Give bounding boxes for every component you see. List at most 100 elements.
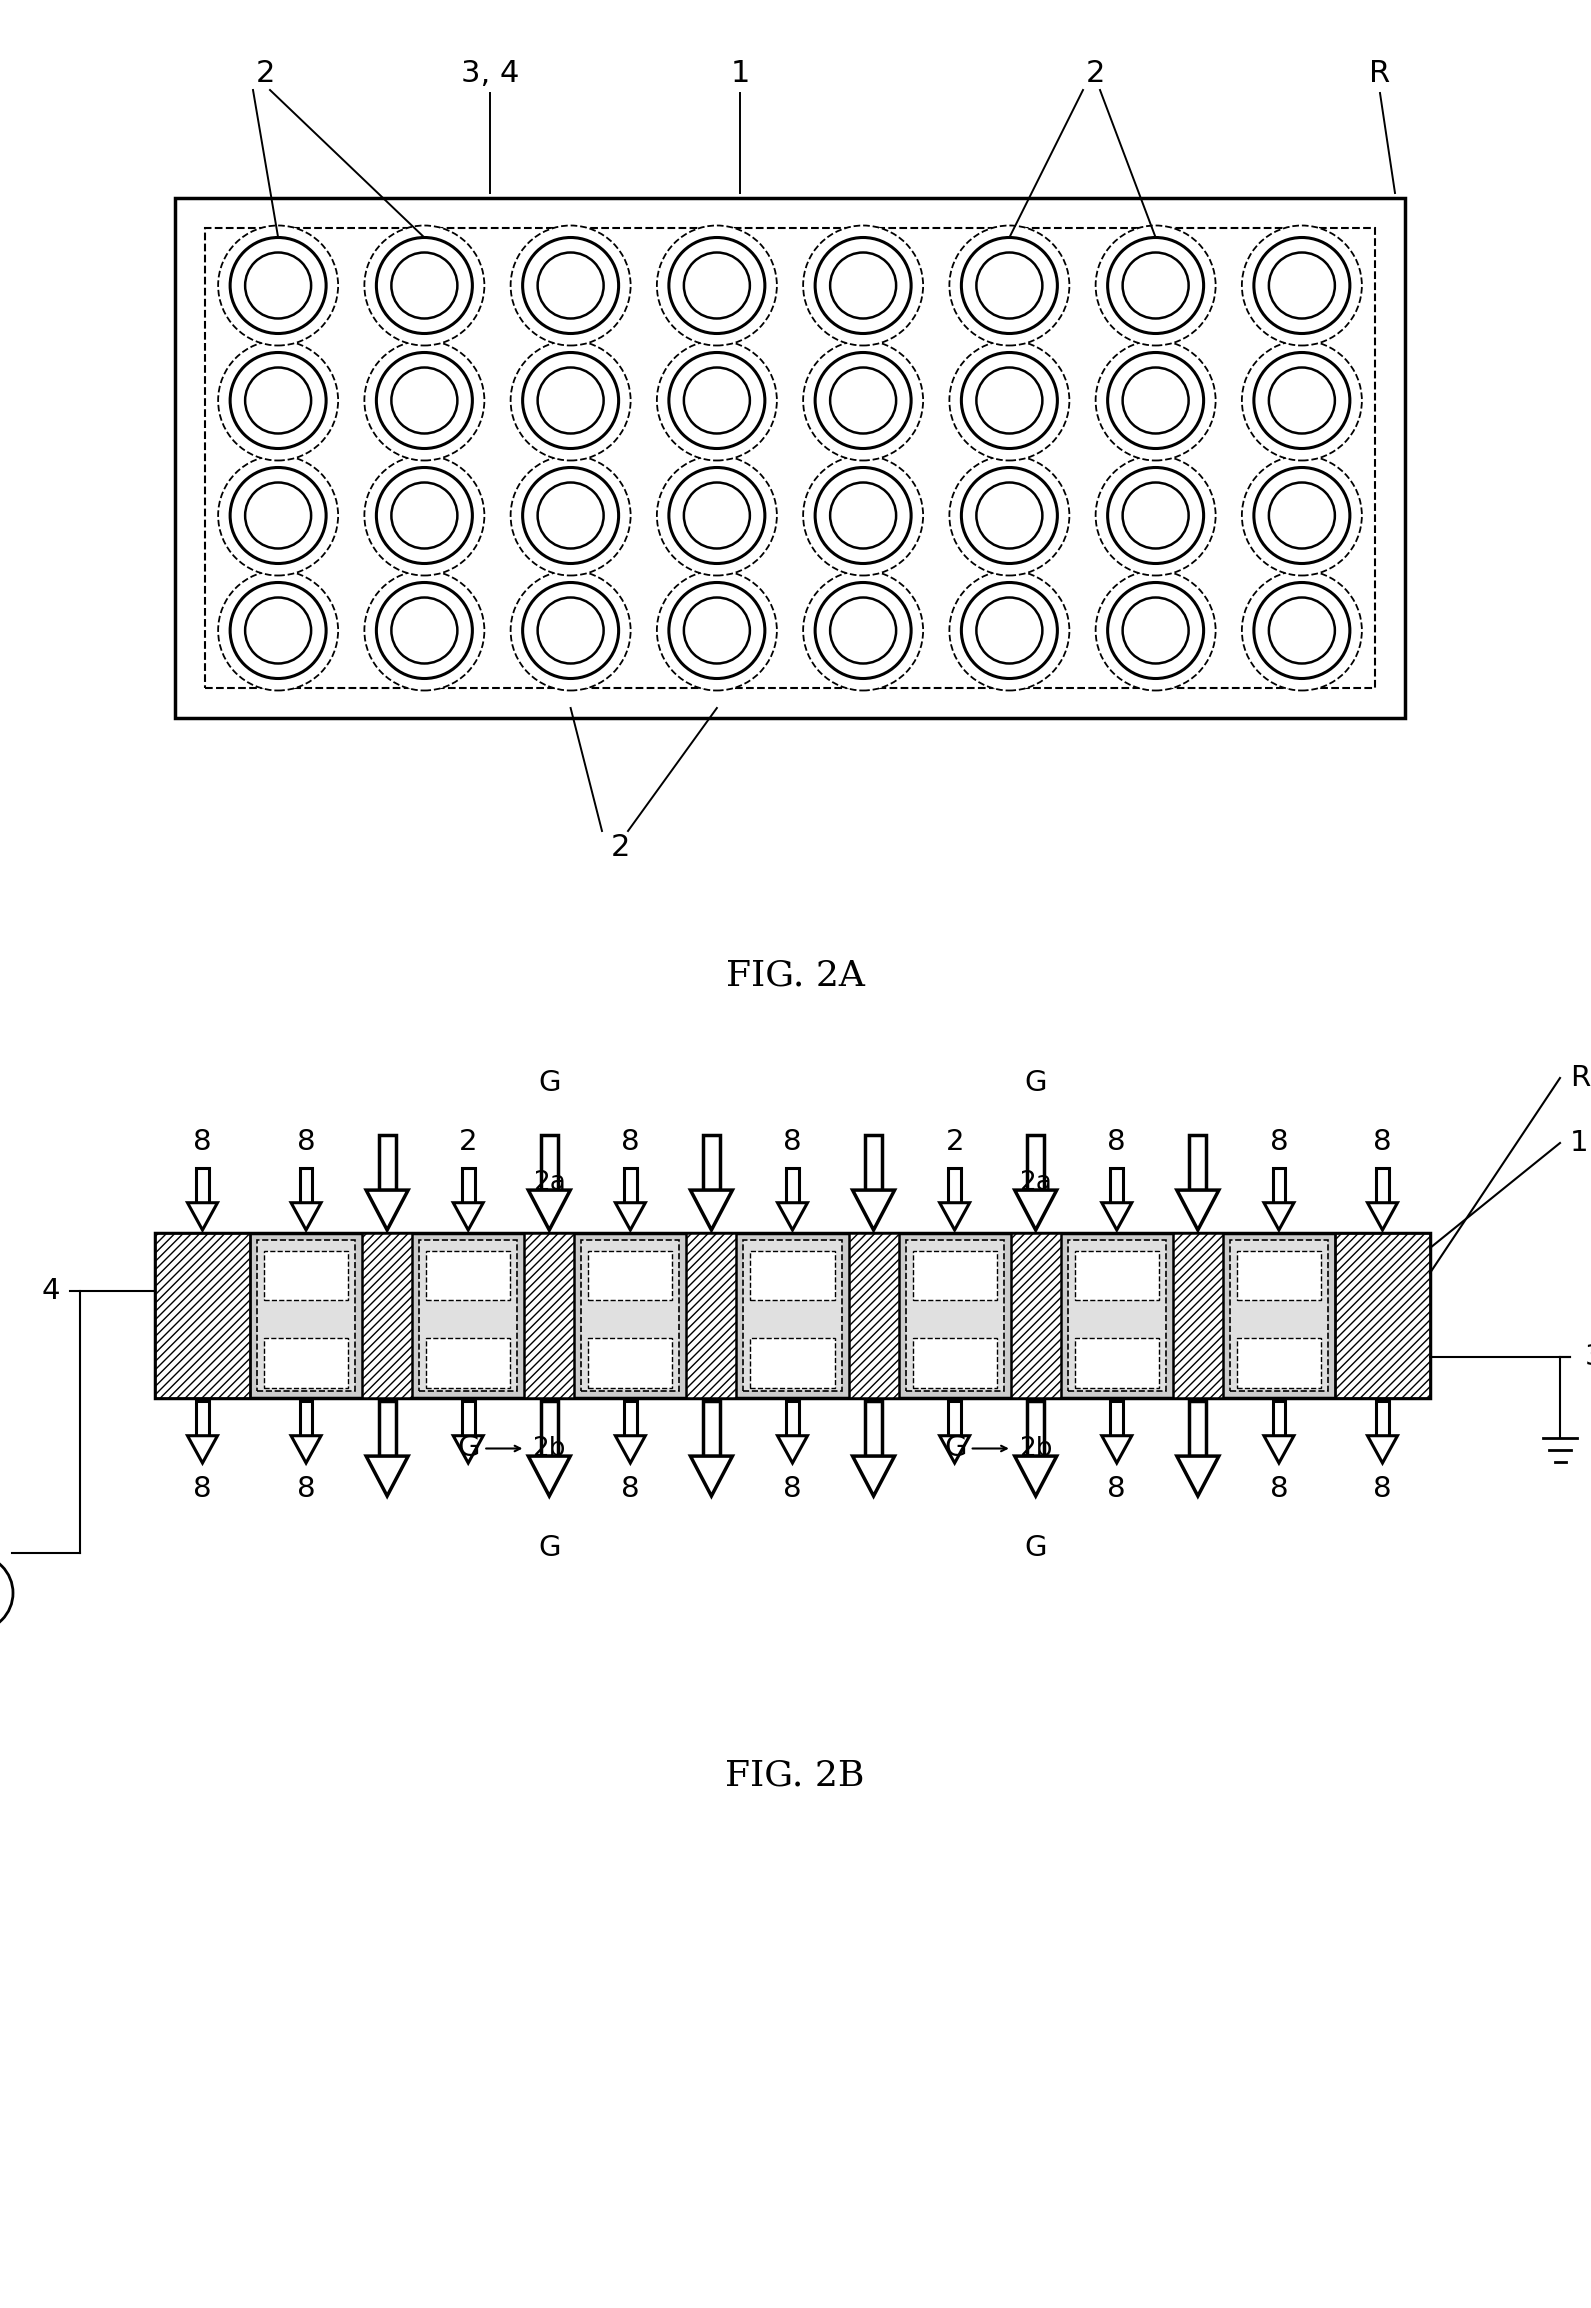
- Text: 8: 8: [298, 1129, 315, 1156]
- Circle shape: [1096, 342, 1216, 462]
- Circle shape: [950, 570, 1069, 690]
- Bar: [905, 1239, 1004, 1392]
- Bar: [786, 1168, 799, 1202]
- Text: 8: 8: [1373, 1475, 1392, 1503]
- Bar: [1273, 1401, 1286, 1436]
- Circle shape: [245, 367, 312, 434]
- Bar: [1068, 1239, 1166, 1392]
- Circle shape: [377, 238, 473, 332]
- Circle shape: [1096, 226, 1216, 346]
- Bar: [1190, 1136, 1206, 1191]
- Circle shape: [245, 598, 312, 662]
- Bar: [205, 228, 1375, 688]
- Circle shape: [803, 455, 923, 575]
- Circle shape: [218, 455, 339, 575]
- Text: 8: 8: [1270, 1475, 1289, 1503]
- Polygon shape: [616, 1436, 646, 1463]
- Bar: [589, 1251, 673, 1299]
- Circle shape: [831, 482, 896, 549]
- Bar: [1376, 1168, 1389, 1202]
- Polygon shape: [1177, 1191, 1219, 1230]
- Circle shape: [1107, 238, 1204, 332]
- Bar: [1376, 1401, 1389, 1436]
- Text: 3, 4: 3, 4: [461, 60, 519, 88]
- Circle shape: [684, 598, 749, 662]
- Polygon shape: [778, 1202, 808, 1230]
- Circle shape: [684, 482, 749, 549]
- Polygon shape: [188, 1202, 218, 1230]
- Circle shape: [1270, 252, 1335, 319]
- Circle shape: [977, 367, 1042, 434]
- Circle shape: [950, 455, 1069, 575]
- Circle shape: [538, 367, 603, 434]
- Bar: [1111, 1401, 1123, 1436]
- Text: 8: 8: [1107, 1475, 1126, 1503]
- Circle shape: [391, 252, 457, 319]
- Bar: [913, 1339, 996, 1387]
- Text: 8: 8: [620, 1129, 640, 1156]
- Bar: [299, 1168, 312, 1202]
- Bar: [363, 1232, 412, 1399]
- Bar: [541, 1401, 558, 1456]
- Circle shape: [538, 598, 603, 662]
- Circle shape: [1096, 455, 1216, 575]
- Text: 8: 8: [783, 1475, 802, 1503]
- Text: G: G: [1025, 1535, 1047, 1563]
- Circle shape: [377, 353, 473, 448]
- Circle shape: [1107, 469, 1204, 563]
- Circle shape: [1254, 238, 1349, 332]
- Circle shape: [657, 455, 776, 575]
- Circle shape: [522, 238, 619, 332]
- Text: 4: 4: [41, 1276, 60, 1304]
- Bar: [1074, 1339, 1158, 1387]
- Circle shape: [684, 252, 749, 319]
- Bar: [154, 1232, 250, 1399]
- Circle shape: [1243, 226, 1362, 346]
- Circle shape: [1096, 570, 1216, 690]
- Circle shape: [831, 598, 896, 662]
- Bar: [589, 1339, 673, 1387]
- Polygon shape: [853, 1456, 894, 1496]
- Polygon shape: [1368, 1436, 1397, 1463]
- Circle shape: [831, 252, 896, 319]
- Bar: [703, 1401, 719, 1456]
- Polygon shape: [366, 1191, 409, 1230]
- Polygon shape: [1103, 1202, 1131, 1230]
- Circle shape: [668, 469, 765, 563]
- Text: 2: 2: [1085, 60, 1104, 88]
- Text: 8: 8: [783, 1129, 802, 1156]
- Circle shape: [1270, 482, 1335, 549]
- Bar: [866, 1401, 881, 1456]
- Polygon shape: [453, 1202, 484, 1230]
- Bar: [1173, 1232, 1223, 1399]
- Text: G: G: [943, 1436, 967, 1463]
- Circle shape: [977, 482, 1042, 549]
- Text: 8: 8: [1107, 1129, 1126, 1156]
- Bar: [581, 1239, 679, 1392]
- Circle shape: [803, 342, 923, 462]
- Circle shape: [657, 226, 776, 346]
- Circle shape: [1107, 353, 1204, 448]
- Circle shape: [950, 226, 1069, 346]
- Circle shape: [391, 367, 457, 434]
- Bar: [1028, 1401, 1044, 1456]
- Text: 3: 3: [1585, 1343, 1591, 1371]
- Circle shape: [803, 570, 923, 690]
- Bar: [1190, 1401, 1206, 1456]
- Bar: [1335, 1232, 1430, 1399]
- Circle shape: [245, 482, 312, 549]
- Bar: [379, 1136, 396, 1191]
- Bar: [525, 1232, 574, 1399]
- Circle shape: [218, 342, 339, 462]
- Text: 2: 2: [611, 833, 630, 861]
- Bar: [461, 1168, 474, 1202]
- Circle shape: [815, 238, 912, 332]
- Text: 8: 8: [620, 1475, 640, 1503]
- Text: 8: 8: [1270, 1129, 1289, 1156]
- Bar: [196, 1401, 208, 1436]
- Polygon shape: [853, 1191, 894, 1230]
- Bar: [1074, 1251, 1158, 1299]
- Bar: [1236, 1251, 1321, 1299]
- Bar: [948, 1168, 961, 1202]
- Polygon shape: [1368, 1202, 1397, 1230]
